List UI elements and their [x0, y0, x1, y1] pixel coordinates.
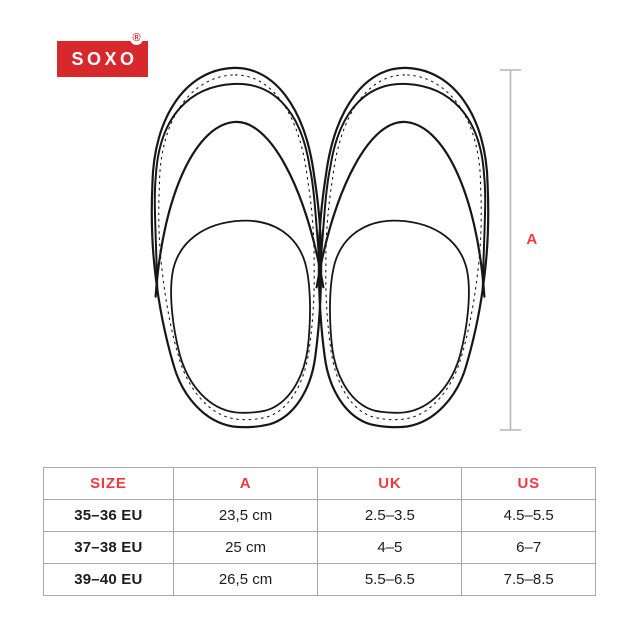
table-row: 37–38 EU 25 cm 4–5 6–7	[43, 531, 596, 564]
slippers-technical-drawing	[141, 62, 521, 434]
value-cell: 6–7	[461, 531, 596, 564]
left-slipper	[141, 62, 333, 434]
right-slipper	[307, 62, 499, 434]
table-row: 39–40 EU 26,5 cm 5.5–6.5 7.5–8.5	[43, 563, 596, 596]
size-table: SIZE A UK US 35–36 EU 23,5 cm 2.5–3.5 4.5–5.5 3…	[43, 467, 596, 596]
column-header-size: SIZE	[43, 467, 174, 500]
registered-trademark-icon: ®	[130, 32, 143, 45]
value-cell: 23,5 cm	[172, 499, 319, 532]
value-cell: 2.5–3.5	[317, 499, 463, 532]
value-cell: 26,5 cm	[172, 563, 319, 596]
brand-logo: SOXO	[57, 41, 148, 77]
size-cell: 35–36 EU	[43, 499, 174, 532]
value-cell: 7.5–8.5	[461, 563, 596, 596]
column-header-a: A	[172, 467, 319, 500]
size-table-body: 35–36 EU 23,5 cm 2.5–3.5 4.5–5.5 37–38 EU 25 …	[43, 499, 596, 596]
column-header-us: US	[461, 467, 596, 500]
size-table-header: SIZE A UK US	[43, 467, 596, 500]
column-header-uk: UK	[317, 467, 463, 500]
value-cell: 4–5	[317, 531, 463, 564]
header-row: SIZE A UK US	[43, 467, 596, 500]
value-cell: 5.5–6.5	[317, 563, 463, 596]
size-cell: 37–38 EU	[43, 531, 174, 564]
table-row: 35–36 EU 23,5 cm 2.5–3.5 4.5–5.5	[43, 499, 596, 532]
size-cell: 39–40 EU	[43, 563, 174, 596]
dimension-a-label: A	[526, 231, 538, 248]
value-cell: 4.5–5.5	[461, 499, 596, 532]
value-cell: 25 cm	[172, 531, 319, 564]
measurement-a	[500, 69, 521, 431]
brand-logo-text: SOXO	[71, 49, 138, 69]
